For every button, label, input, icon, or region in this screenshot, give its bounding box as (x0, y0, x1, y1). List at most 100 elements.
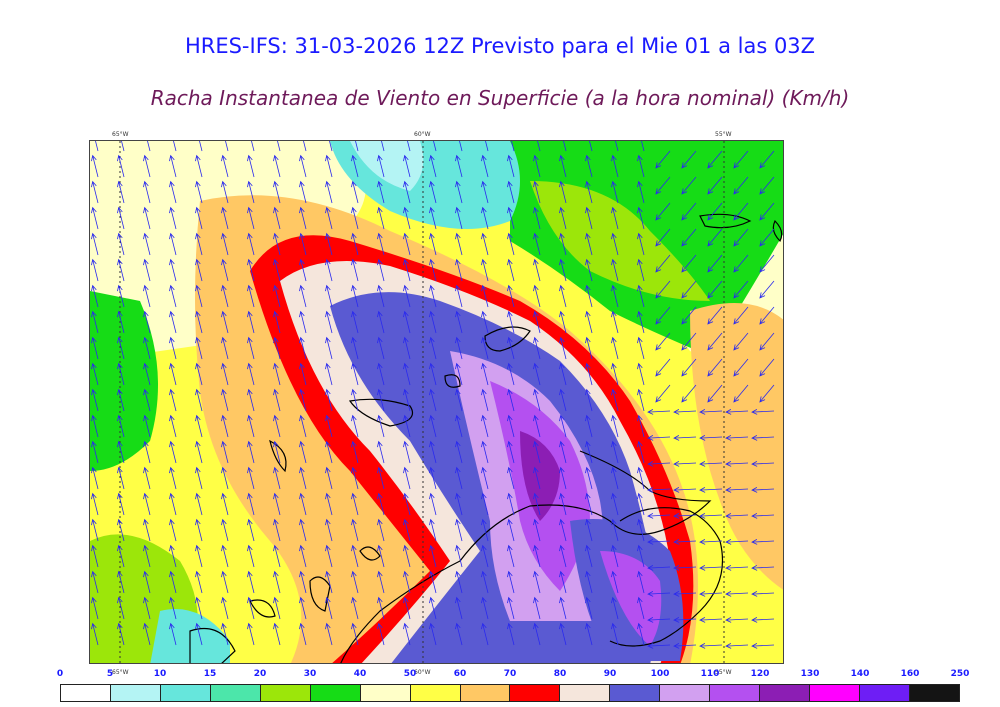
wind-arrow (403, 284, 411, 308)
wind-arrow (299, 362, 307, 386)
wind-arrow (647, 461, 671, 467)
wind-arrow (637, 518, 645, 542)
colorbar-tick-label: 20 (253, 669, 267, 679)
wind-arrow (195, 232, 203, 256)
wind-arrow (559, 154, 567, 178)
wind-arrow (733, 384, 749, 403)
wind-arrow (195, 258, 203, 282)
colorbar-tick-label: 140 (850, 669, 870, 679)
wind-arrow (195, 336, 203, 360)
wind-arrow (299, 284, 307, 308)
wind-arrow (351, 232, 359, 256)
wind-arrow (681, 150, 697, 169)
wind-arrow (117, 414, 125, 438)
wind-arrow (299, 154, 307, 178)
wind-arrow (751, 539, 775, 545)
colorbar-tick-label: 70 (503, 669, 517, 679)
wind-arrow (637, 622, 645, 646)
wind-arrow (559, 258, 567, 282)
wind-arrow (559, 232, 567, 256)
wind-arrow (611, 414, 619, 438)
wind-arrow (221, 466, 229, 490)
wind-arrow (673, 513, 697, 519)
wind-arrow (325, 492, 333, 516)
wind-arrow (273, 518, 281, 542)
wind-arrow (699, 513, 723, 519)
colorbar-tick-label: 10 (153, 669, 167, 679)
wind-arrow (485, 141, 489, 152)
wind-arrow (247, 388, 255, 412)
wind-arrow (273, 622, 281, 646)
wind-arrow (725, 591, 749, 597)
wind-arrow (91, 180, 99, 204)
wind-arrow (221, 414, 229, 438)
wind-arrow (533, 310, 541, 334)
wind-arrow (117, 336, 125, 360)
wind-arrow (403, 518, 411, 542)
wind-arrow (195, 596, 203, 620)
wind-arrow (247, 596, 255, 620)
field-lightcyan-n (350, 141, 424, 191)
wind-arrow (121, 141, 125, 152)
wind-arrow (377, 622, 385, 646)
wind-arrow (751, 435, 775, 441)
wind-arrow (481, 258, 489, 282)
wind-arrow (173, 141, 177, 152)
wind-arrow (221, 258, 229, 282)
wind-arrow (299, 206, 307, 230)
wind-arrow (143, 206, 151, 230)
wind-arrow (751, 643, 775, 649)
wind-arrow (455, 492, 463, 516)
wind-arrow (655, 306, 671, 325)
wind-arrow (533, 596, 541, 620)
wind-arrow (377, 258, 385, 282)
wind-arrow (585, 154, 593, 178)
wind-arrow (647, 539, 671, 545)
wind-arrow (143, 466, 151, 490)
wind-arrow (707, 306, 723, 325)
colorbar-swatch (609, 684, 660, 702)
wind-arrow (585, 232, 593, 256)
wind-arrow (759, 332, 775, 351)
wind-arrow (117, 466, 125, 490)
wind-arrow (403, 440, 411, 464)
wind-arrow (641, 141, 645, 152)
wind-arrow (699, 617, 723, 623)
wind-arrow (707, 280, 723, 299)
wind-arrow (91, 492, 99, 516)
wind-arrow (681, 306, 697, 325)
wind-arrow (169, 570, 177, 594)
wind-arrow (647, 487, 671, 493)
wind-arrow (351, 596, 359, 620)
wind-arrow (195, 310, 203, 334)
wind-arrow (221, 180, 229, 204)
wind-arrow (429, 232, 437, 256)
wind-arrow (647, 643, 671, 649)
wind-arrow (277, 141, 281, 152)
wind-arrow (673, 409, 697, 415)
wind-arrow (143, 492, 151, 516)
wind-arrow (325, 466, 333, 490)
wind-arrow (681, 358, 697, 377)
wind-arrow (725, 643, 749, 649)
wind-arrow (637, 362, 645, 386)
wind-arrow (681, 202, 697, 221)
wind-arrow (699, 409, 723, 415)
wind-arrow (195, 362, 203, 386)
wind-arrow (143, 388, 151, 412)
colorbar-swatch (259, 684, 310, 702)
wind-arrow (751, 565, 775, 571)
wind-arrow (91, 622, 99, 646)
wind-arrow (169, 180, 177, 204)
wind-arrow (377, 570, 385, 594)
wind-arrow (429, 596, 437, 620)
wind-arrow (673, 461, 697, 467)
wind-arrow (221, 596, 229, 620)
wind-arrow (247, 492, 255, 516)
wind-arrow (351, 388, 359, 412)
wind-arrow (325, 518, 333, 542)
wind-arrow (169, 622, 177, 646)
wind-arrow (533, 258, 541, 282)
wind-arrow (403, 622, 411, 646)
wind-arrow (169, 518, 177, 542)
